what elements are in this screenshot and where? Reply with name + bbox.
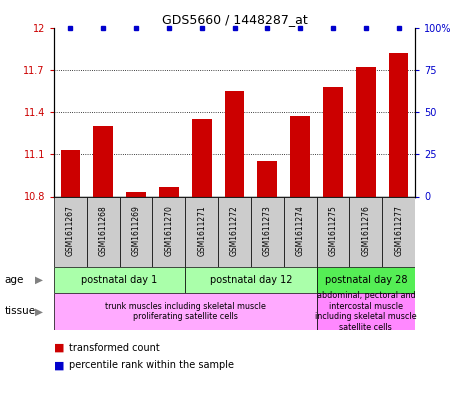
Text: transformed count: transformed count — [69, 343, 160, 353]
Bar — [54, 267, 185, 293]
Bar — [389, 53, 408, 196]
Text: trunk muscles including skeletal muscle
proliferating satellite cells: trunk muscles including skeletal muscle … — [105, 302, 266, 321]
Text: GSM1611274: GSM1611274 — [295, 205, 305, 256]
Bar — [218, 196, 251, 267]
Text: abdominal, pectoral and
intercostal muscle
including skeletal muscle
satellite c: abdominal, pectoral and intercostal musc… — [315, 291, 416, 332]
Text: GSM1611276: GSM1611276 — [361, 205, 371, 256]
Text: GSM1611275: GSM1611275 — [328, 205, 338, 256]
Text: age: age — [5, 275, 24, 285]
Text: GSM1611277: GSM1611277 — [394, 205, 403, 256]
Bar — [192, 119, 212, 196]
Text: ■: ■ — [54, 343, 64, 353]
Text: ▶: ▶ — [35, 275, 43, 285]
Bar — [257, 161, 277, 196]
Bar — [251, 196, 284, 267]
Text: percentile rank within the sample: percentile rank within the sample — [69, 360, 234, 371]
Bar — [152, 196, 185, 267]
Text: GSM1611270: GSM1611270 — [164, 205, 174, 256]
Bar — [382, 196, 415, 267]
Text: postnatal day 28: postnatal day 28 — [325, 275, 407, 285]
Bar — [120, 196, 152, 267]
Text: postnatal day 12: postnatal day 12 — [210, 275, 292, 285]
Text: GSM1611272: GSM1611272 — [230, 205, 239, 256]
Bar — [87, 196, 120, 267]
Text: GSM1611271: GSM1611271 — [197, 205, 206, 256]
Bar — [61, 150, 80, 196]
Bar — [349, 196, 382, 267]
Bar — [290, 116, 310, 196]
Bar — [317, 196, 349, 267]
Text: ▶: ▶ — [35, 307, 43, 316]
Text: GSM1611269: GSM1611269 — [131, 205, 141, 256]
Text: GSM1611267: GSM1611267 — [66, 205, 75, 256]
Text: GSM1611268: GSM1611268 — [98, 205, 108, 256]
Text: ■: ■ — [54, 360, 64, 371]
Bar — [185, 267, 317, 293]
Title: GDS5660 / 1448287_at: GDS5660 / 1448287_at — [162, 13, 307, 26]
Bar — [323, 87, 343, 196]
Text: tissue: tissue — [5, 307, 36, 316]
Bar — [356, 67, 376, 196]
Bar — [317, 267, 415, 293]
Text: GSM1611273: GSM1611273 — [263, 205, 272, 256]
Bar — [284, 196, 317, 267]
Bar — [317, 293, 415, 330]
Bar — [225, 91, 244, 196]
Bar — [185, 196, 218, 267]
Bar — [126, 192, 146, 196]
Bar — [54, 293, 317, 330]
Bar — [54, 196, 87, 267]
Bar — [159, 187, 179, 196]
Text: postnatal day 1: postnatal day 1 — [82, 275, 158, 285]
Bar — [93, 126, 113, 196]
